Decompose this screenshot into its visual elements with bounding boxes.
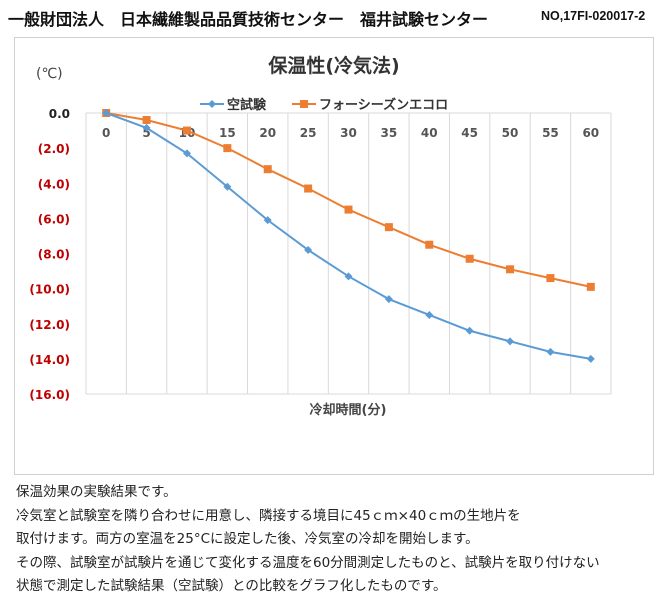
- x-tick-label: 60: [582, 126, 599, 140]
- organization-header: 一般財団法人 日本繊維製品品質技術センター 福井試験センター: [8, 10, 489, 29]
- x-tick-label: 45: [461, 126, 478, 140]
- y-tick-label: (14.0): [29, 353, 70, 367]
- y-tick-label: 0.0: [49, 107, 70, 121]
- x-axis-label: 冷却時間(分): [310, 402, 387, 418]
- data-point: [586, 354, 595, 363]
- series-line: [105, 112, 591, 360]
- data-point: [142, 116, 151, 125]
- data-point: [465, 326, 474, 335]
- description: 保温効果の実験結果です。 冷気室と試験室を隣り合わせに用意し、隣接する境目に45…: [16, 481, 600, 599]
- chart-title: 保温性(冷気法): [267, 54, 399, 77]
- data-point: [223, 144, 232, 153]
- description-line: 保温効果の実験結果です。: [16, 484, 177, 500]
- data-point: [506, 337, 515, 346]
- data-point: [263, 216, 272, 225]
- x-tick-label: 55: [542, 126, 559, 140]
- data-point: [344, 272, 353, 281]
- x-tick-label: 35: [381, 126, 398, 140]
- x-tick-label: 5: [142, 126, 150, 140]
- data-point: [546, 347, 555, 356]
- legend-label: フォーシーズンエコロ: [319, 97, 448, 113]
- data-point: [384, 223, 393, 232]
- data-point: [263, 165, 272, 174]
- data-point: [142, 123, 151, 132]
- x-tick-label: 20: [259, 126, 276, 140]
- y-tick-label: (8.0): [38, 248, 70, 262]
- chart-frame: [14, 37, 654, 475]
- description-line: 冷気室と試験室を隣り合わせに用意し、隣接する境目に45ｃｍ×40ｃｍの生地片を: [16, 507, 521, 524]
- y-tick-label: (16.0): [29, 388, 70, 402]
- description-line: その際、試験室が試験片を通じて変化する温度を60分間測定したものと、試験片を取り…: [16, 554, 600, 571]
- y-tick-label: (2.0): [38, 142, 70, 156]
- data-point: [425, 240, 434, 249]
- data-point: [506, 265, 515, 274]
- data-point: [384, 295, 393, 304]
- data-point: [102, 109, 111, 117]
- y-tick-label: (12.0): [29, 318, 70, 332]
- y-tick-label: (4.0): [38, 177, 70, 191]
- data-point: [425, 310, 434, 319]
- x-tick-label: 40: [421, 126, 438, 140]
- data-point: [546, 274, 555, 283]
- legend-label: 空試験: [227, 97, 267, 113]
- x-tick-label: 0: [102, 126, 110, 140]
- legend-marker-diamond: [208, 100, 216, 108]
- line-chart: 保温性(冷気法) (℃) 冷却時間(分) 0.0 (2.0) (4.0) (6.0) (8.0…: [29, 54, 612, 418]
- document-number: NO,17FI-020017-2: [541, 9, 646, 23]
- x-tick-label: 15: [219, 126, 236, 140]
- data-point: [586, 282, 595, 291]
- legend-marker-square: [300, 100, 308, 108]
- y-tick-label: (6.0): [38, 212, 70, 226]
- data-point: [344, 205, 353, 214]
- description-line: 取付けます。両方の室温を25°Cに設定した後、冷気室の冷却を開始します。: [16, 531, 479, 547]
- data-point: [182, 149, 191, 158]
- y-axis-label: (℃): [36, 66, 63, 82]
- y-tick-label: (10.0): [29, 283, 70, 297]
- data-point: [304, 245, 313, 254]
- data-point: [182, 126, 191, 135]
- description-line: 状態で測定した試験結果（空試験）との比較をグラフ化したものです。: [16, 578, 447, 594]
- data-point: [223, 182, 232, 191]
- x-tick-label: 50: [502, 126, 519, 140]
- data-point: [465, 254, 474, 263]
- x-tick-label: 25: [300, 126, 317, 140]
- x-tick-label: 30: [340, 126, 357, 140]
- data-point: [304, 184, 313, 193]
